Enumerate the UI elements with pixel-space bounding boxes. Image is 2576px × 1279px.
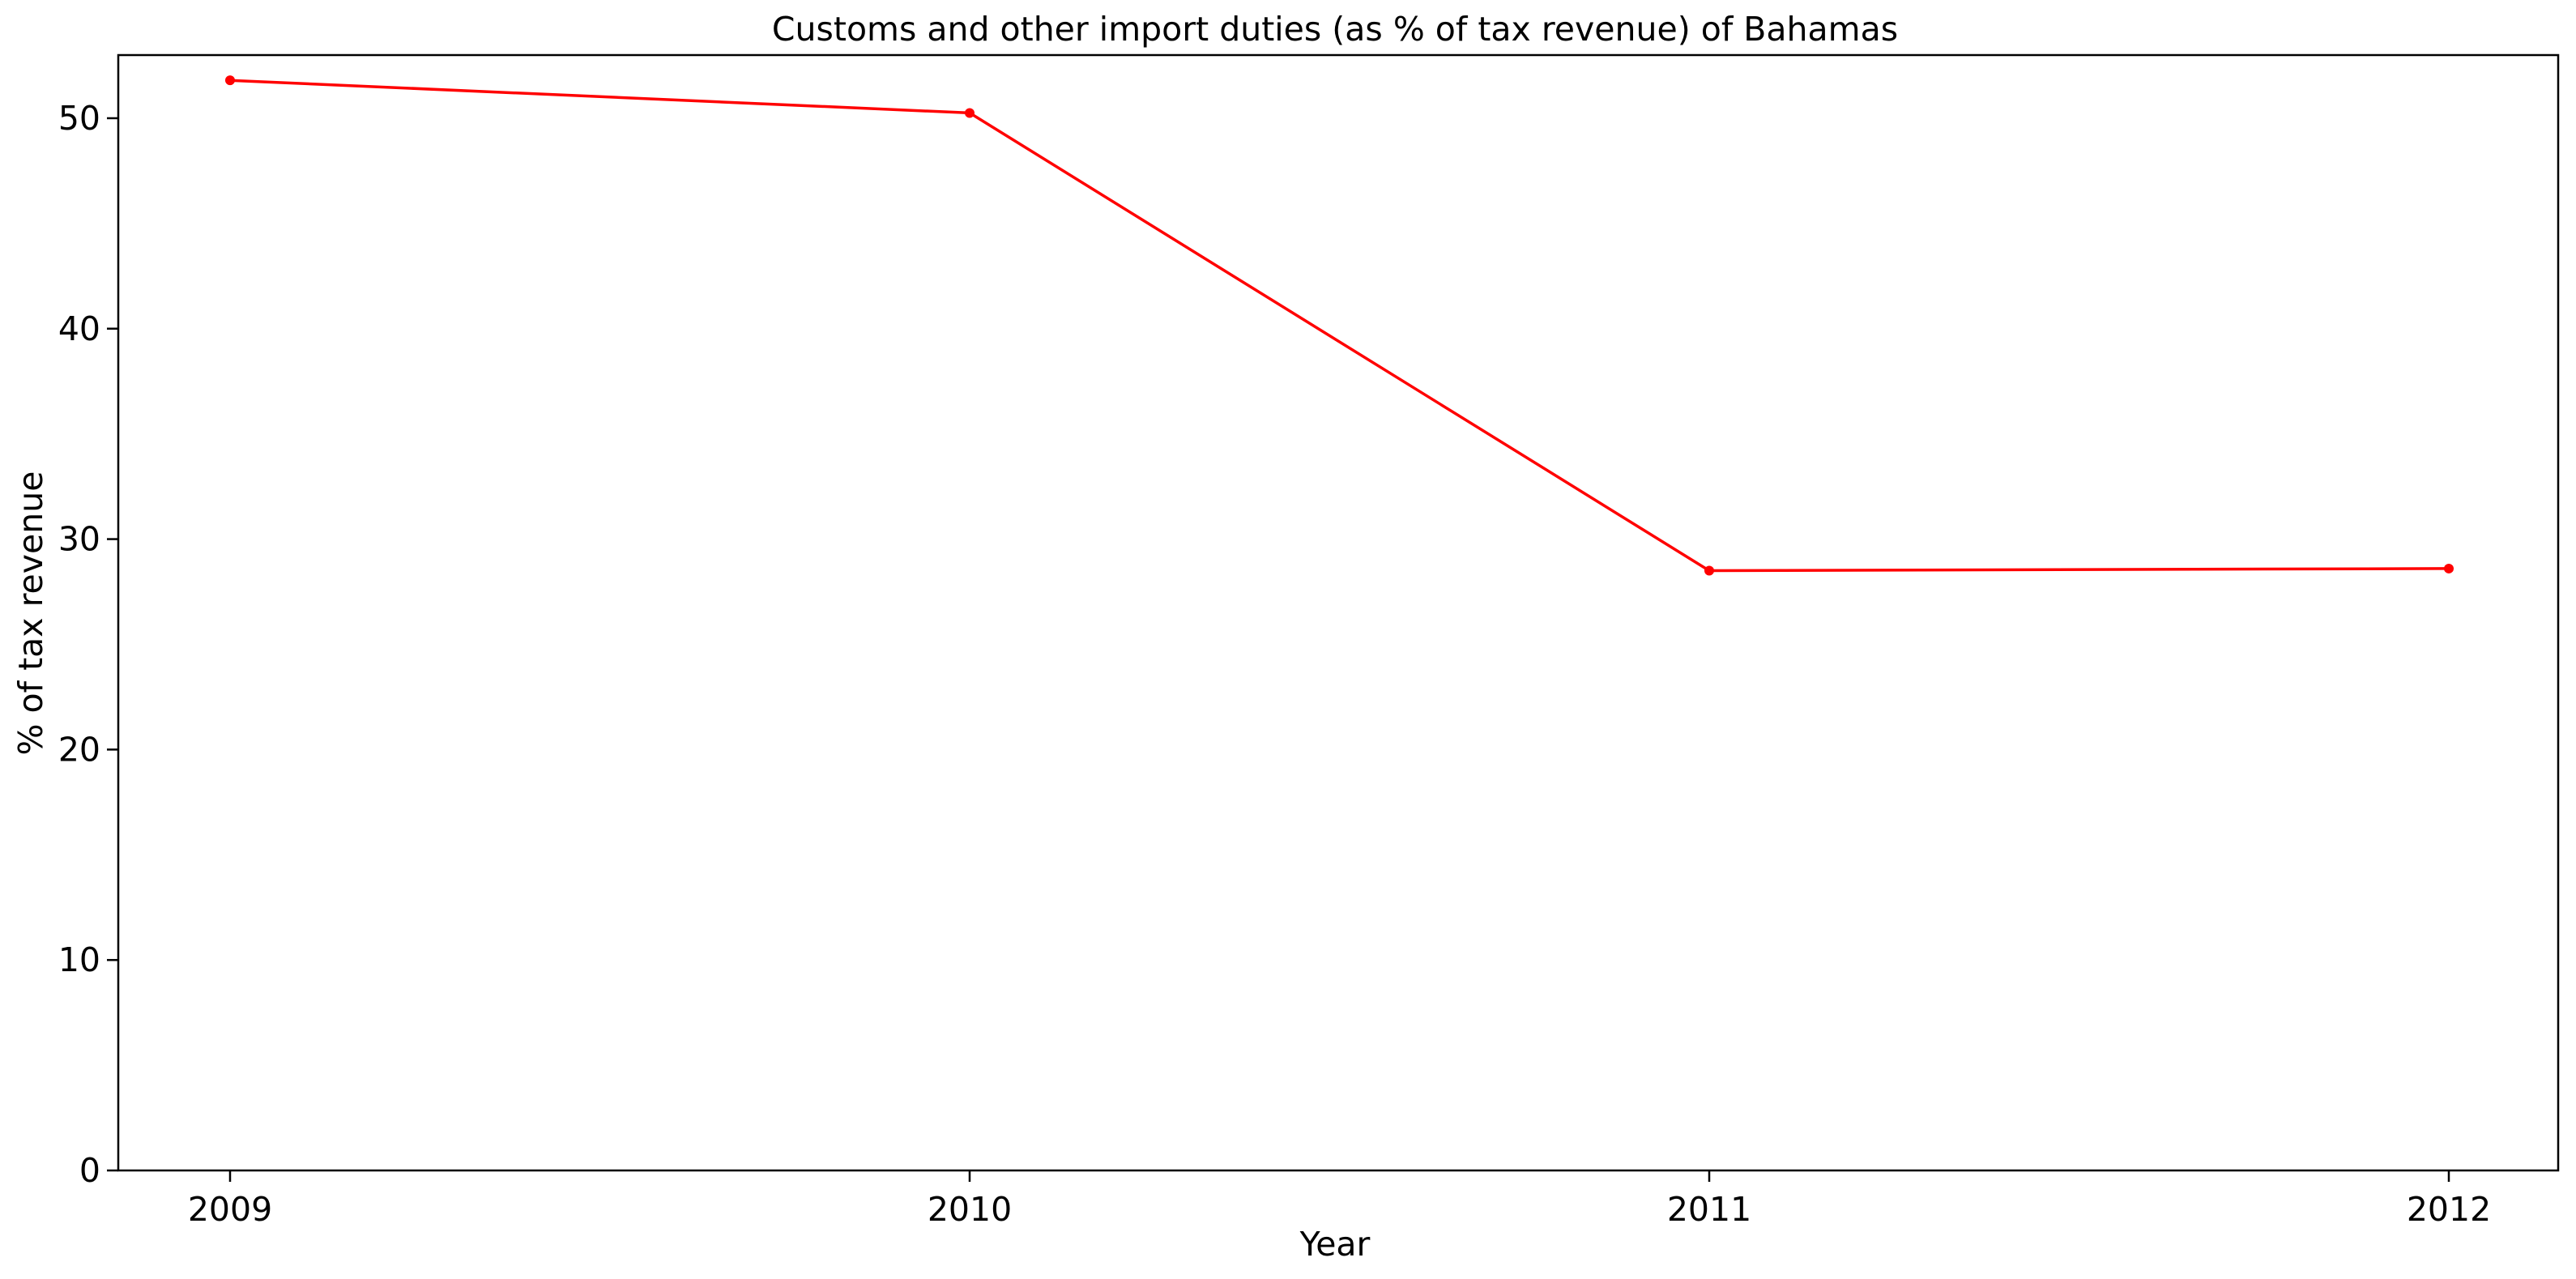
series-line xyxy=(229,79,2450,573)
data-point xyxy=(2444,563,2454,573)
series-layer xyxy=(225,75,2454,576)
y-tick-label: 10 xyxy=(58,940,100,979)
x-tick-label: 2011 xyxy=(1667,1190,1751,1229)
x-tick-label: 2010 xyxy=(928,1190,1012,1229)
x-axis-label: Year xyxy=(1299,1225,1371,1264)
y-tick-label: 20 xyxy=(58,730,100,769)
y-tick-label: 0 xyxy=(79,1151,100,1190)
x-axis: 2009 2010 2011 2012 xyxy=(188,1170,2491,1229)
data-point xyxy=(965,108,975,118)
data-point xyxy=(1704,565,1714,576)
x-tick-label: 2009 xyxy=(188,1190,272,1229)
x-tick-label: 2012 xyxy=(2407,1190,2491,1229)
y-tick-label: 30 xyxy=(58,520,100,559)
y-tick-label: 50 xyxy=(58,99,100,138)
y-axis: 0 10 20 30 40 50 xyxy=(58,99,118,1190)
plot-area xyxy=(117,53,2560,1172)
y-tick-label: 40 xyxy=(58,309,100,348)
chart-title: Customs and other import duties (as % of… xyxy=(772,10,1898,49)
y-axis-label: % of tax revenue xyxy=(11,471,50,756)
data-point xyxy=(225,75,235,86)
